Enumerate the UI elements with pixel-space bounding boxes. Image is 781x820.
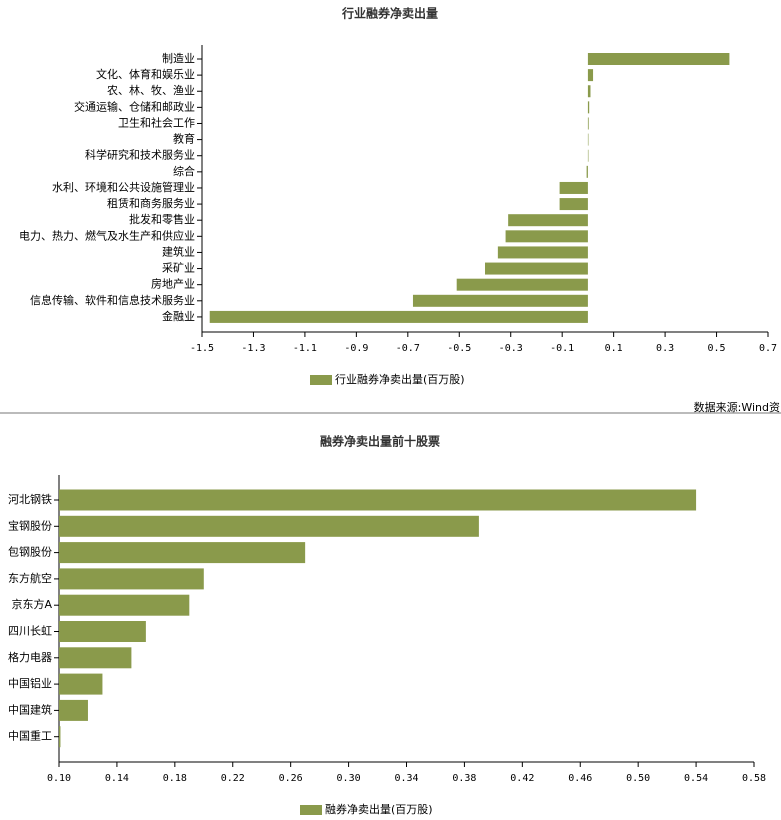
x-tick-label: -0.7 xyxy=(396,343,420,354)
y-tick-label: 中国重工 xyxy=(8,729,52,743)
x-tick-label: -0.9 xyxy=(344,343,368,354)
y-tick-label: 房地产业 xyxy=(151,277,195,291)
x-tick-label: 0.54 xyxy=(684,773,708,784)
y-tick-label: 格力电器 xyxy=(8,650,52,664)
x-tick-label: 0.1 xyxy=(605,343,623,354)
legend-label: 行业融券净卖出量(百万股) xyxy=(335,372,465,386)
bar xyxy=(587,101,590,114)
y-tick-label: 东方航空 xyxy=(8,571,52,585)
y-tick-label: 科学研究和技术服务业 xyxy=(85,148,195,162)
y-tick-label: 包钢股份 xyxy=(8,546,52,559)
bar xyxy=(586,165,588,178)
y-tick-label: 交通运输、仓储和邮政业 xyxy=(74,99,195,113)
y-tick-label: 综合 xyxy=(173,164,195,178)
y-tick-label: 河北钢铁 xyxy=(8,493,52,506)
y-tick-label: 中国铝业 xyxy=(8,676,52,690)
x-tick-label: -0.1 xyxy=(550,343,574,354)
y-tick-label: 中国建筑 xyxy=(8,702,52,716)
x-tick-label: -0.3 xyxy=(499,343,523,354)
bar xyxy=(505,230,588,243)
bar xyxy=(59,594,190,616)
bar xyxy=(59,699,88,721)
bar xyxy=(59,673,103,695)
bar xyxy=(587,69,594,82)
x-tick-label: 0.3 xyxy=(656,343,674,354)
x-tick-label: 0.26 xyxy=(279,773,303,784)
y-tick-label: 农、林、牧、渔业 xyxy=(107,83,195,97)
bar xyxy=(412,294,588,307)
bar xyxy=(559,181,588,194)
legend-swatch xyxy=(300,805,322,815)
x-tick-label: 0.22 xyxy=(221,773,245,784)
bar xyxy=(587,53,730,65)
bar xyxy=(209,310,588,323)
y-tick-label: 批发和零售业 xyxy=(129,212,195,226)
legend-label: 融券净卖出量(百万股) xyxy=(325,802,433,816)
y-tick-label: 教育 xyxy=(173,132,195,146)
y-tick-label: 信息传输、软件和信息技术服务业 xyxy=(30,293,195,307)
bar xyxy=(587,85,591,98)
bar xyxy=(59,568,204,590)
bar xyxy=(59,647,132,669)
y-tick-label: 四川长虹 xyxy=(8,625,52,638)
y-tick-label: 建筑业 xyxy=(162,244,195,258)
x-tick-label: 0.18 xyxy=(163,773,187,784)
source-note: 数据来源:Wind资 xyxy=(694,400,780,414)
bar xyxy=(456,278,588,291)
x-tick-label: 0.46 xyxy=(568,773,592,784)
x-tick-label: 0.42 xyxy=(510,773,534,784)
bar xyxy=(587,133,589,146)
y-tick-label: 制造业 xyxy=(162,51,195,65)
bar xyxy=(59,726,61,748)
x-tick-label: 0.5 xyxy=(708,343,726,354)
x-tick-label: 0.38 xyxy=(452,773,476,784)
bar xyxy=(59,515,479,537)
y-tick-label: 电力、热力、燃气及水生产和供应业 xyxy=(19,228,195,242)
x-tick-label: 0.10 xyxy=(47,773,71,784)
x-tick-label: -1.5 xyxy=(190,343,214,354)
chart-title: 行业融券净卖出量 xyxy=(341,6,438,21)
y-tick-label: 宝钢股份 xyxy=(8,518,52,532)
bar xyxy=(508,214,588,227)
chart-title: 融券净卖出量前十股票 xyxy=(320,434,440,449)
bar xyxy=(497,246,588,259)
x-tick-label: 0.50 xyxy=(626,773,650,784)
y-tick-label: 金融业 xyxy=(162,309,195,323)
bar xyxy=(59,542,306,564)
x-tick-label: -1.3 xyxy=(241,343,265,354)
bar xyxy=(59,489,697,511)
bar xyxy=(587,149,589,162)
x-tick-label: -1.1 xyxy=(293,343,317,354)
bar xyxy=(485,262,588,275)
y-tick-label: 水利、环境和公共设施管理业 xyxy=(52,180,195,194)
x-tick-label: 0.58 xyxy=(742,773,766,784)
x-tick-label: 0.30 xyxy=(337,773,361,784)
y-tick-label: 卫生和社会工作 xyxy=(118,115,195,129)
x-tick-label: 0.14 xyxy=(105,773,129,784)
bar xyxy=(587,117,589,130)
x-tick-label: -0.5 xyxy=(447,343,471,354)
y-tick-label: 租赁和商务服务业 xyxy=(107,196,195,210)
bar xyxy=(59,621,146,642)
y-tick-label: 采矿业 xyxy=(162,262,195,275)
legend-swatch xyxy=(310,375,332,385)
y-tick-label: 京东方A xyxy=(11,597,52,611)
x-tick-label: 0.34 xyxy=(394,773,418,784)
y-tick-label: 文化、体育和娱乐业 xyxy=(96,67,195,81)
x-tick-label: 0.7 xyxy=(759,343,777,354)
bar xyxy=(559,198,588,211)
